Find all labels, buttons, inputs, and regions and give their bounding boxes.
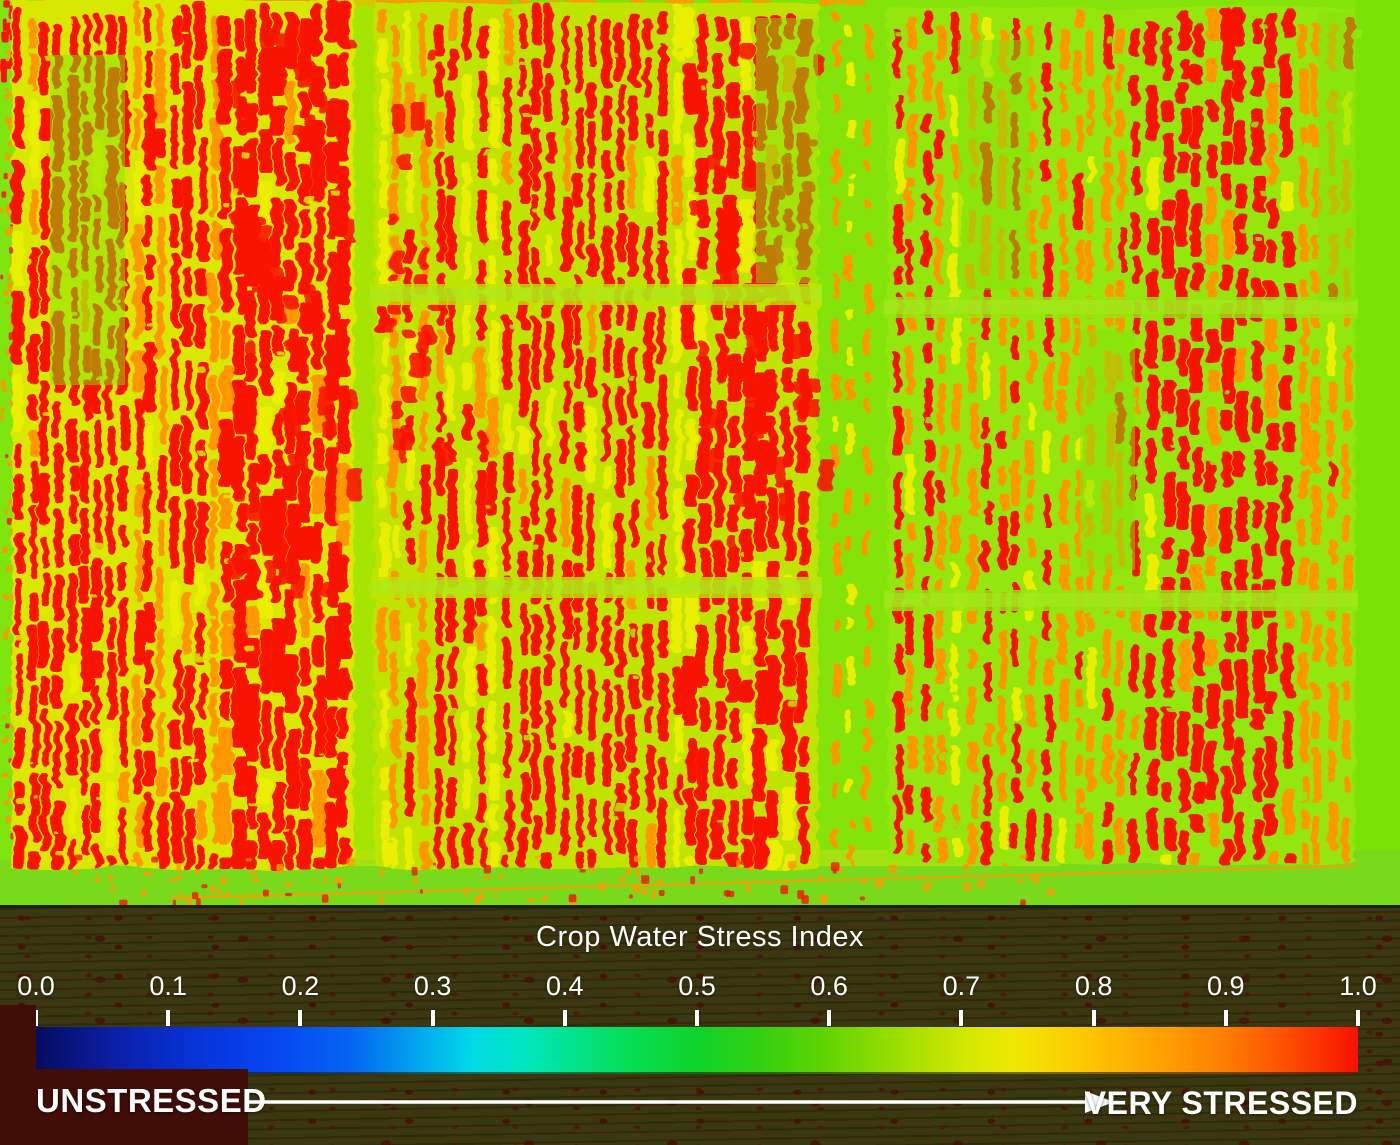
tick-label: 0.4 bbox=[546, 971, 584, 1001]
tick-mark bbox=[1356, 1010, 1360, 1026]
tick-mark bbox=[166, 1010, 171, 1026]
unstressed-label: UNSTRESSED bbox=[36, 1082, 267, 1119]
very-stressed-label: VERY STRESSED bbox=[1084, 1085, 1358, 1121]
tick-label: 0.5 bbox=[678, 971, 716, 1001]
tick-mark bbox=[430, 1010, 435, 1026]
tick-label: 0.0 bbox=[17, 971, 55, 1001]
tick-label: 1.0 bbox=[1339, 971, 1377, 1001]
right-arrow-icon bbox=[248, 1091, 1114, 1113]
tick-label: 0.6 bbox=[810, 971, 848, 1001]
tick-label: 0.1 bbox=[149, 971, 187, 1001]
tick-mark bbox=[1091, 1010, 1096, 1026]
tick-mark bbox=[1223, 1010, 1228, 1026]
legend-panel: Crop Water Stress Index 0.0 0.1 0.2 0.3 0.4 0… bbox=[0, 905, 1400, 1145]
unstressed-backdrop bbox=[0, 1069, 248, 1145]
unstressed-backdrop-strip bbox=[0, 1005, 36, 1072]
tick-mark bbox=[827, 1010, 832, 1026]
tick-mark bbox=[562, 1010, 567, 1026]
tick-mark bbox=[298, 1010, 303, 1026]
tick-label: 0.8 bbox=[1074, 971, 1113, 1001]
tick-mark bbox=[34, 1010, 38, 1026]
tick-mark bbox=[695, 1010, 699, 1026]
tick-mark bbox=[959, 1010, 964, 1026]
tick-label: 0.3 bbox=[413, 971, 452, 1001]
colorbar bbox=[36, 1027, 1358, 1074]
tick-label: 0.9 bbox=[1207, 971, 1245, 1001]
field-heatmap bbox=[0, 0, 1400, 905]
tick-label: 0.7 bbox=[942, 971, 981, 1001]
legend-title: Crop Water Stress Index bbox=[536, 921, 864, 953]
tick-label: 0.2 bbox=[281, 971, 320, 1001]
